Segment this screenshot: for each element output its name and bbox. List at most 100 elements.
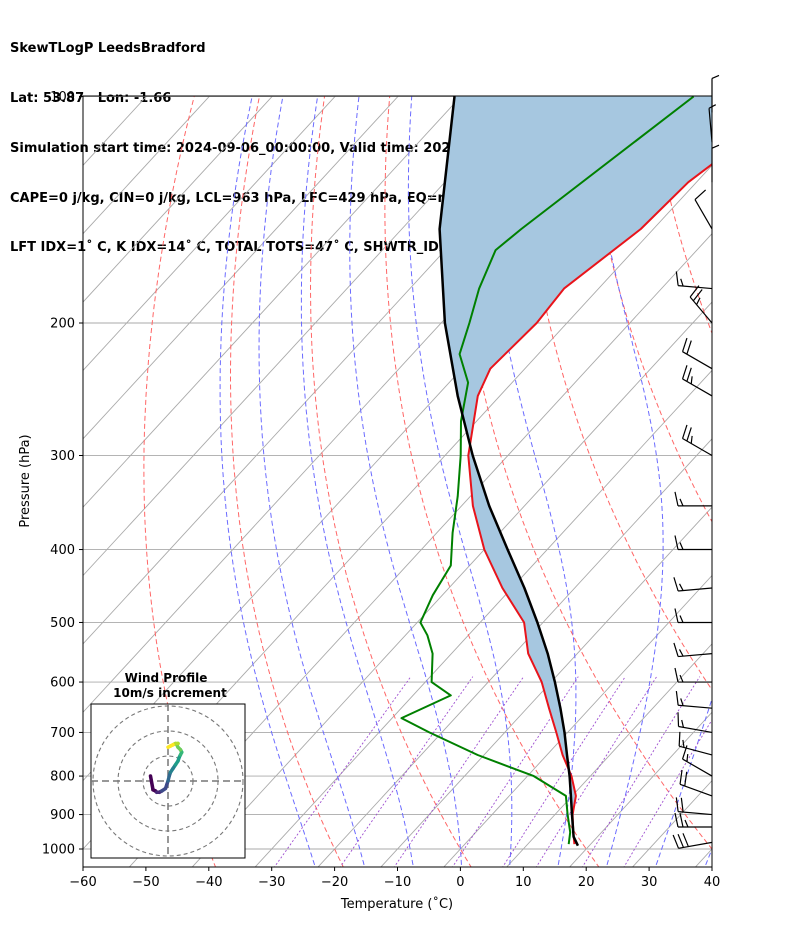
x-axis-ticks: −60 −50 −40 −30 −20 −10 0 10 20 30 40	[69, 867, 720, 890]
wind-barb-staff	[689, 296, 713, 324]
isotherm-line	[443, 574, 712, 867]
wind-barb-feather	[690, 435, 693, 444]
y-tick-label: 900	[50, 808, 75, 823]
wind-barb-feather	[681, 365, 688, 380]
wind-barb-feather	[674, 491, 679, 507]
wind-barb	[673, 577, 713, 592]
wind-barb-feather	[674, 535, 679, 550]
y-tick-label: 200	[50, 317, 75, 332]
dry-adiabat-line	[777, 80, 794, 868]
x-tick-label: −30	[258, 875, 285, 890]
isotherm-line	[83, 96, 211, 235]
wind-barb-feather	[681, 337, 688, 352]
y-tick-label: 500	[50, 616, 75, 631]
x-tick-label: 30	[641, 875, 658, 890]
wind-barb-feather	[711, 144, 720, 149]
wind-barb-staff	[678, 285, 713, 290]
wind-barb-staff	[694, 199, 713, 230]
mixing-ratio-line	[273, 676, 412, 867]
wind-barb-feather	[711, 74, 720, 79]
moist-adiabat-line	[349, 96, 462, 865]
wind-barb-feather	[674, 812, 679, 828]
wind-barb-feather	[679, 542, 684, 550]
isotherm-line	[83, 96, 525, 577]
wind-barb-feather	[677, 712, 680, 727]
mixing-ratio-line	[581, 676, 701, 867]
wind-barb	[674, 535, 712, 551]
dewpoint-profile-line	[400, 96, 695, 845]
y-tick-label: 100	[50, 90, 75, 105]
wind-barb-staff	[678, 725, 713, 734]
moist-adiabat-line	[258, 96, 365, 866]
wind-barb-feather	[686, 427, 692, 442]
wind-barb	[677, 712, 713, 734]
x-tick-label: −10	[384, 875, 411, 890]
wind-barb-feather	[678, 649, 684, 657]
wind-barb	[673, 642, 713, 658]
wind-barb-feather	[680, 698, 684, 706]
wind-barb-feather	[679, 812, 684, 828]
wind-barb-feather	[686, 340, 692, 355]
hodograph-trace	[166, 744, 173, 749]
y-axis-ticks: 1000 900 800 700 600 500 400 300 200 100	[42, 90, 83, 858]
wind-barb-staff	[678, 704, 713, 709]
x-tick-label: 10	[515, 875, 532, 890]
dry-adiabat-line	[309, 96, 472, 867]
y-axis-label: Pressure (hPa)	[18, 434, 33, 527]
wind-barb	[681, 365, 713, 397]
wind-barb-feather	[690, 376, 693, 384]
wind-barb-feather	[678, 583, 684, 591]
cape-shading	[439, 96, 712, 845]
wind-barb-feather	[679, 615, 684, 623]
title-line-location: Lat: 53.87 Lon: -1.66	[10, 90, 172, 106]
wind-barb	[678, 731, 713, 756]
wind-barb-staff	[678, 587, 713, 592]
wind-barb	[681, 424, 713, 457]
wind-barb	[675, 690, 713, 709]
wind-barb-feather	[694, 189, 707, 200]
wind-barb	[679, 769, 713, 797]
y-tick-label: 700	[50, 726, 75, 741]
wind-barb-staff	[678, 653, 713, 658]
wind-barb	[711, 74, 720, 113]
wind-barb-feather	[682, 833, 689, 847]
wind-barb-feather	[677, 833, 684, 848]
y-tick-label: 800	[50, 770, 75, 785]
y-tick-label: 600	[50, 676, 75, 691]
dry-adiabat-line	[712, 80, 794, 868]
wind-barb	[674, 667, 712, 683]
wind-barb-feather	[684, 771, 688, 787]
isotherm-line	[83, 96, 337, 372]
moist-adiabat-line	[587, 96, 664, 866]
wind-barb-staff	[682, 437, 713, 457]
y-tick-label: 400	[50, 543, 75, 558]
hodograph-trace	[148, 774, 155, 792]
isotherm-line	[83, 96, 399, 440]
moist-adiabat-line	[655, 697, 712, 866]
mixing-ratio-line	[502, 676, 626, 867]
wind-barb	[674, 491, 712, 507]
dry-adiabat-line	[453, 96, 712, 850]
wind-barb-feather	[679, 674, 684, 683]
wind-barb-feather	[692, 289, 703, 302]
wind-barb-feather	[673, 577, 679, 592]
isotherm-line	[191, 301, 712, 867]
mixing-ratio-line	[393, 676, 525, 867]
moist-adiabat-line	[482, 96, 577, 866]
temperature-profile-line	[467, 163, 712, 845]
dry-adiabat-line	[584, 96, 712, 523]
wind-barb	[711, 144, 720, 183]
moist-adiabat-line	[407, 96, 513, 865]
wind-barb-feather	[681, 719, 685, 728]
wind-barb-feather	[679, 769, 683, 785]
wind-barb-staff	[682, 378, 713, 397]
wind-barb-feather	[675, 690, 679, 706]
wind-barb-feather	[686, 753, 689, 762]
moist-adiabat-line	[219, 96, 316, 866]
hodograph-content	[91, 704, 245, 858]
mixing-ratio-line	[623, 718, 712, 867]
hodograph-inset: Wind Profile 10m/s increment	[90, 671, 246, 859]
wind-barb-staff	[682, 351, 713, 370]
isotherm-line	[569, 711, 712, 867]
